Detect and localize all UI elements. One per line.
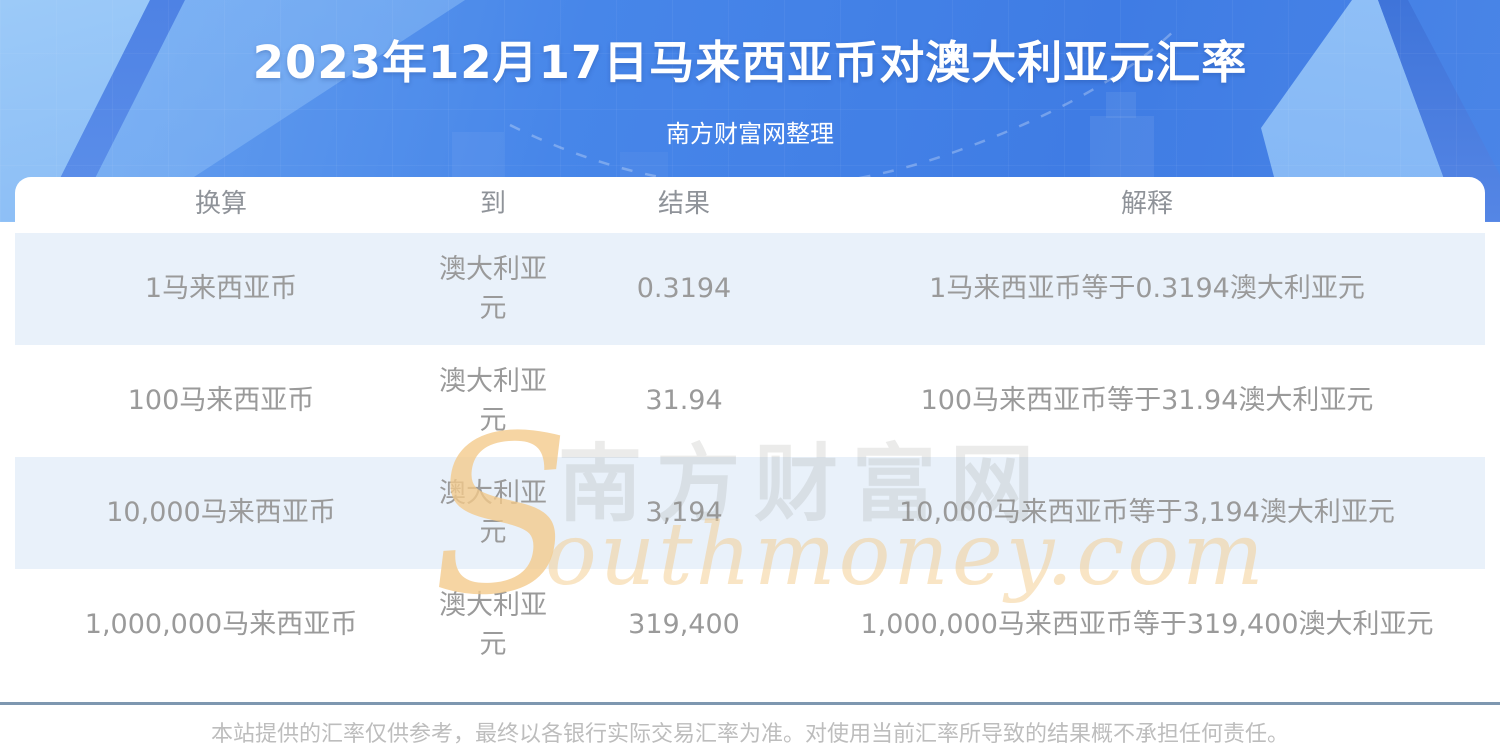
footer-divider (0, 702, 1500, 705)
column-header-convert: 换算 (194, 189, 247, 220)
cell-convert: 10,000马来西亚币 (106, 497, 336, 529)
cell-result: 319,400 (628, 609, 740, 641)
cell-to: 澳大利亚元 (439, 365, 547, 436)
footer-disclaimer: 本站提供的汇率仅供参考，最终以各银行实际交易汇率为准。对使用当前汇率所导致的结果… (210, 722, 1289, 747)
column-header-result: 结果 (657, 189, 710, 220)
table-header-row: 换算 到 结果 解释 (15, 177, 1485, 233)
page-subtitle: 南方财富网整理 (666, 120, 834, 148)
cell-explain: 100马来西亚币等于31.94澳大利亚元 (920, 385, 1374, 417)
rate-table-card: 换算 到 结果 解释 1马来西亚币 澳大利亚元 0.3194 1马来西亚币等于0… (15, 177, 1485, 682)
banner-candlestick-wick-shape (1106, 92, 1136, 118)
cell-to: 澳大利亚元 (439, 589, 547, 660)
cell-explain: 1,000,000马来西亚币等于319,400澳大利亚元 (860, 609, 1434, 641)
cell-convert: 100马来西亚币 (127, 385, 315, 417)
cell-result: 3,194 (645, 497, 723, 529)
cell-result: 31.94 (645, 385, 723, 417)
table-row: 1,000,000马来西亚币 澳大利亚元 319,400 1,000,000马来… (15, 569, 1485, 681)
cell-convert: 1马来西亚币 (144, 273, 298, 305)
page-title: 2023年12月17日马来西亚币对澳大利亚元汇率 (252, 36, 1248, 89)
table-row: 10,000马来西亚币 澳大利亚元 3,194 10,000马来西亚币等于3,1… (15, 457, 1485, 569)
column-header-to: 到 (479, 189, 506, 220)
cell-convert: 1,000,000马来西亚币 (84, 609, 358, 641)
cell-to: 澳大利亚元 (439, 253, 547, 324)
table-row: 100马来西亚币 澳大利亚元 31.94 100马来西亚币等于31.94澳大利亚… (15, 345, 1485, 457)
cell-result: 0.3194 (636, 273, 732, 305)
cell-explain: 1马来西亚币等于0.3194澳大利亚元 (929, 273, 1365, 305)
cell-explain: 10,000马来西亚币等于3,194澳大利亚元 (899, 497, 1395, 529)
table-row: 1马来西亚币 澳大利亚元 0.3194 1马来西亚币等于0.3194澳大利亚元 (15, 233, 1485, 345)
column-header-explain: 解释 (1120, 189, 1173, 220)
cell-to: 澳大利亚元 (439, 477, 547, 548)
